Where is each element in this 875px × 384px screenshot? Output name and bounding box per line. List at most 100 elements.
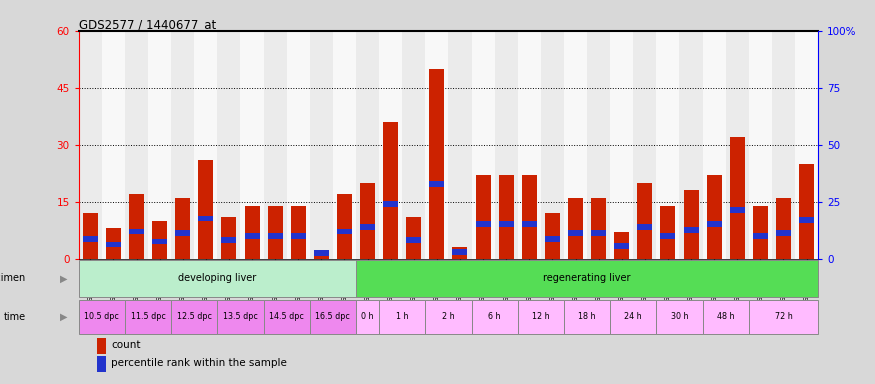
Text: regenerating liver: regenerating liver — [543, 273, 631, 283]
Bar — [152, 221, 167, 259]
Bar — [332, 31, 356, 259]
Bar — [452, 247, 467, 259]
Bar — [476, 175, 491, 259]
Bar — [430, 69, 444, 259]
Bar — [360, 224, 375, 230]
Bar — [125, 300, 172, 334]
Bar — [587, 31, 610, 259]
Bar — [661, 206, 676, 259]
Bar — [379, 300, 425, 334]
Bar — [752, 233, 768, 239]
Text: 24 h: 24 h — [625, 312, 642, 321]
Bar — [406, 217, 421, 259]
Text: 18 h: 18 h — [578, 312, 596, 321]
Text: 6 h: 6 h — [488, 312, 500, 321]
Text: ▶: ▶ — [60, 312, 67, 322]
Bar — [406, 237, 421, 243]
Bar — [199, 215, 214, 221]
Bar — [356, 300, 379, 334]
Bar — [568, 230, 583, 236]
Bar — [379, 31, 402, 259]
Bar — [383, 201, 398, 207]
Bar — [776, 230, 791, 236]
Bar — [102, 31, 125, 259]
Bar — [290, 206, 305, 259]
Bar — [564, 300, 610, 334]
Text: 14.5 dpc: 14.5 dpc — [270, 312, 304, 321]
Bar — [637, 224, 653, 230]
Bar — [749, 31, 772, 259]
Bar — [749, 300, 818, 334]
Bar — [244, 233, 260, 239]
Bar — [449, 31, 472, 259]
Bar — [730, 207, 745, 213]
Bar — [795, 31, 818, 259]
Bar — [106, 228, 121, 259]
Bar — [356, 260, 818, 296]
Text: 30 h: 30 h — [671, 312, 689, 321]
Bar — [568, 198, 583, 259]
Text: 12 h: 12 h — [532, 312, 550, 321]
Bar — [97, 356, 106, 372]
Bar — [172, 300, 217, 334]
Text: 13.5 dpc: 13.5 dpc — [223, 312, 258, 321]
Bar — [637, 183, 653, 259]
Bar — [106, 242, 121, 247]
Bar — [337, 228, 352, 234]
Text: GDS2577 / 1440677_at: GDS2577 / 1440677_at — [79, 18, 216, 31]
Bar — [337, 194, 352, 259]
Bar — [522, 222, 537, 227]
Text: count: count — [111, 340, 141, 350]
Bar — [221, 237, 236, 243]
Bar — [175, 198, 190, 259]
Bar — [472, 31, 494, 259]
Bar — [268, 233, 283, 239]
Bar — [172, 31, 194, 259]
Bar — [772, 31, 795, 259]
Bar — [545, 236, 560, 242]
Bar — [430, 181, 444, 187]
Text: 0 h: 0 h — [361, 312, 374, 321]
Bar — [661, 233, 676, 239]
Bar — [83, 236, 98, 242]
Bar — [175, 230, 190, 236]
Bar — [752, 206, 768, 259]
Text: percentile rank within the sample: percentile rank within the sample — [111, 358, 287, 368]
Bar — [499, 175, 514, 259]
Bar — [592, 230, 606, 236]
Bar — [707, 175, 722, 259]
Bar — [680, 31, 703, 259]
Bar — [614, 243, 629, 249]
Bar — [314, 251, 329, 259]
Bar — [518, 31, 541, 259]
Bar — [799, 164, 814, 259]
Bar — [730, 137, 745, 259]
Bar — [310, 31, 332, 259]
Text: 12.5 dpc: 12.5 dpc — [177, 312, 212, 321]
Bar — [703, 300, 749, 334]
Bar — [656, 31, 680, 259]
Bar — [129, 194, 144, 259]
Bar — [360, 183, 375, 259]
Text: 72 h: 72 h — [774, 312, 793, 321]
Bar — [522, 175, 537, 259]
Bar — [518, 300, 564, 334]
Bar — [610, 31, 634, 259]
Bar — [125, 31, 148, 259]
Bar — [683, 227, 698, 233]
Bar — [310, 300, 356, 334]
Bar — [725, 31, 749, 259]
Bar — [356, 31, 379, 259]
Bar — [541, 31, 564, 259]
Text: 2 h: 2 h — [442, 312, 455, 321]
Bar — [194, 31, 217, 259]
Text: 10.5 dpc: 10.5 dpc — [84, 312, 119, 321]
Bar — [425, 31, 449, 259]
Bar — [244, 206, 260, 259]
Bar — [79, 300, 125, 334]
Bar — [683, 190, 698, 259]
Text: developing liver: developing liver — [178, 273, 256, 283]
Bar — [494, 31, 518, 259]
Bar — [614, 232, 629, 259]
Bar — [268, 206, 283, 259]
